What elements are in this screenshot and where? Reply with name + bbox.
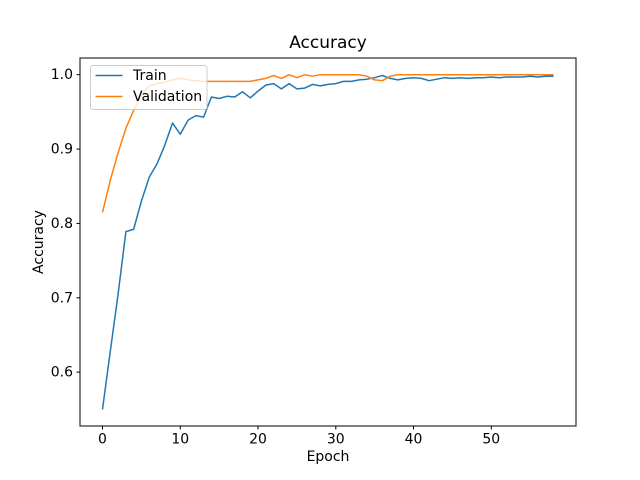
x-tick-label: 20 (249, 432, 267, 448)
legend-train-label: Train (132, 68, 167, 84)
axes-frame (79, 57, 577, 427)
legend-validation-label: Validation (133, 89, 202, 105)
y-tick-label: 0.9 (51, 142, 73, 158)
y-tick-label: 0.8 (51, 216, 73, 232)
chart-title: Accuracy (289, 33, 367, 53)
y-axis-ticks: 0.6 0.7 0.8 0.9 1.0 (51, 67, 80, 381)
y-tick-label: 1.0 (51, 67, 73, 83)
x-tick-label: 0 (98, 432, 107, 448)
train-line-series (101, 74, 554, 410)
x-tick-label: 10 (171, 432, 189, 448)
x-axis-label: Epoch (307, 449, 350, 465)
y-tick-label: 0.6 (51, 365, 73, 381)
legend: Train Validation (90, 65, 208, 110)
y-tick-label: 0.7 (51, 290, 73, 306)
x-tick-label: 40 (405, 432, 423, 448)
legend-box (90, 65, 208, 110)
x-tick-label: 30 (327, 432, 345, 448)
x-tick-label: 50 (482, 432, 500, 448)
y-axis-label: Accuracy (31, 210, 47, 274)
x-axis-ticks: 0 10 20 30 40 50 (98, 426, 500, 448)
plot-area: 0 10 20 30 40 50 0.6 0.7 0.8 0.9 1.0 Accuracy Epoch A… (31, 33, 577, 465)
